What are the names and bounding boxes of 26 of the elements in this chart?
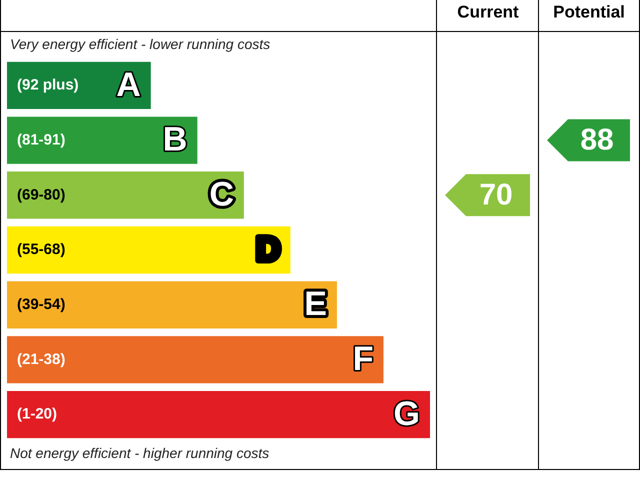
bar (7, 281, 337, 328)
y-tick-label: B (162, 120, 188, 159)
bar (7, 336, 384, 384)
annotation: (92 plus) (17, 76, 79, 94)
y-tick-label: A (116, 66, 141, 104)
text: Potential (553, 2, 625, 22)
text: Current (457, 2, 520, 22)
text: 88 (580, 124, 614, 157)
text: 70 (479, 178, 513, 212)
y-tick-label: E (304, 285, 327, 324)
y-tick-label: C (209, 176, 234, 214)
text: Not energy efficient - higher running costs (10, 444, 270, 461)
annotation: (55-68) (17, 241, 66, 258)
annotation: (1-20) (17, 406, 58, 423)
annotation: (39-54) (17, 296, 66, 313)
bar (7, 390, 430, 438)
y-tick-label: F (352, 340, 374, 378)
bar (7, 116, 198, 164)
annotation: (21-38) (17, 350, 66, 368)
bar (7, 226, 290, 274)
annotation: (81-91) (17, 131, 66, 148)
annotation: (69-80) (17, 186, 66, 204)
bar (7, 172, 244, 219)
y-tick-label: D (256, 230, 280, 268)
y-tick-label: G (394, 394, 420, 433)
text: Very energy efficient - lower running costs (10, 36, 270, 52)
